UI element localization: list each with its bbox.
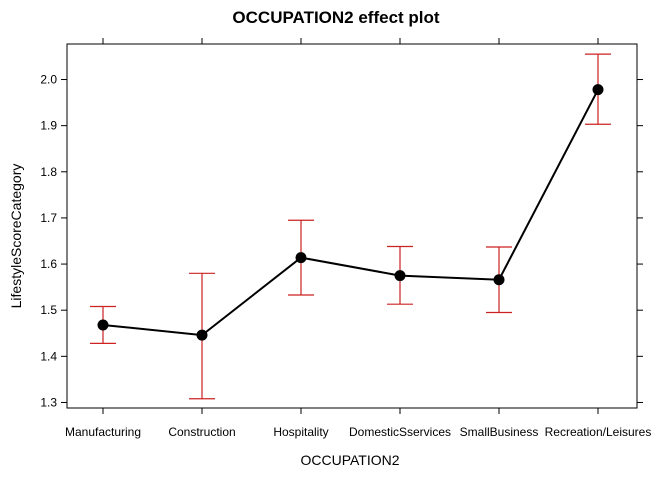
error-bars	[90, 53, 611, 400]
y-tick-label: 1.8	[40, 165, 57, 179]
x-axis-label: OCCUPATION2	[300, 452, 399, 468]
x-tick-label: DomesticSservices	[349, 425, 451, 439]
x-tick-label: Recreation/Leisures	[545, 425, 652, 439]
y-tick-label: 1.4	[40, 349, 57, 363]
data-point	[295, 252, 307, 264]
effect-points	[97, 84, 604, 341]
x-tick-label: Construction	[168, 425, 235, 439]
data-point	[196, 329, 208, 341]
x-tick-labels: Manufacturing Construction Hospitality Dome…	[65, 425, 651, 439]
data-point	[394, 270, 406, 282]
effect-line	[102, 89, 599, 337]
axis-ticks	[61, 38, 643, 414]
data-point	[592, 84, 604, 96]
y-tick-label: 1.6	[40, 257, 57, 271]
x-tick-label: Manufacturing	[65, 425, 141, 439]
x-tick-label: Hospitality	[273, 425, 328, 439]
y-tick-label: 1.9	[40, 119, 57, 133]
y-tick-label: 2.0	[40, 73, 57, 87]
plot-frame	[66, 43, 638, 409]
y-tick-label: 1.5	[40, 303, 57, 317]
y-tick-label: 1.7	[40, 211, 57, 225]
data-point	[97, 319, 109, 331]
y-axis-label: LifestyleScoreCategory	[8, 164, 24, 309]
y-tick-label: 1.3	[40, 395, 57, 409]
y-tick-labels: 1.3 1.4 1.5 1.6 1.7 1.8 1.9 2.0	[40, 73, 57, 410]
x-tick-label: SmallBusiness	[460, 425, 539, 439]
chart-title: OCCUPATION2 effect plot	[232, 8, 439, 27]
data-point	[493, 274, 505, 286]
